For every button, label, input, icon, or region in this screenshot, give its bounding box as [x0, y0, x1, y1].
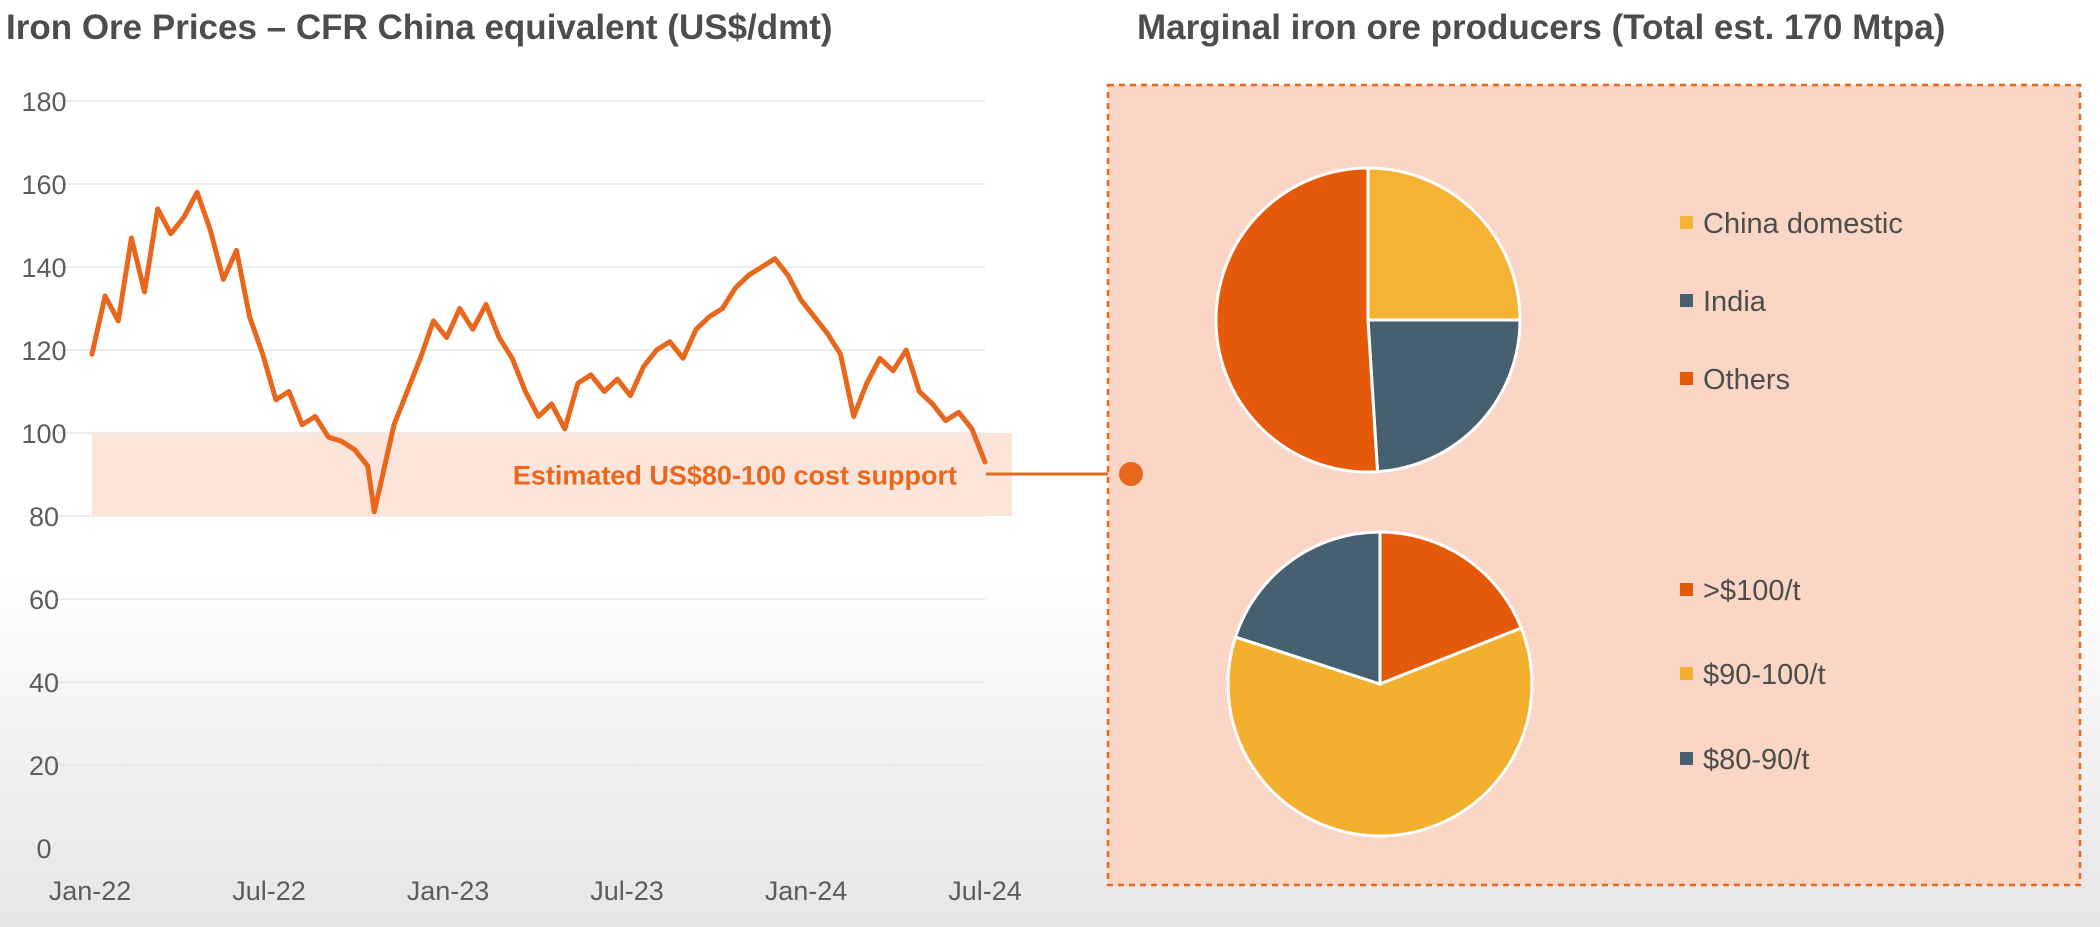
cost-support-band	[92, 433, 1012, 516]
pie-slice	[1214, 166, 1380, 474]
region-legend: China domestic India Others	[1680, 208, 1903, 396]
legend-swatch	[1680, 372, 1693, 385]
legend-swatch	[1680, 216, 1693, 229]
cost-support-label: Estimated US$80-100 cost support	[513, 461, 957, 491]
y-tick-label: 40	[29, 668, 59, 698]
x-tick-label: Jan-23	[407, 876, 490, 906]
pie-slice	[1226, 626, 1534, 838]
x-tick-label: Jul-23	[590, 876, 664, 906]
legend-swatch	[1680, 583, 1693, 596]
legend-swatch	[1680, 752, 1693, 765]
legend-swatch	[1680, 667, 1693, 680]
y-tick-label: 100	[21, 419, 66, 449]
legend-label: India	[1703, 286, 1767, 318]
y-tick-label: 120	[21, 336, 66, 366]
legend-label: $90-100/t	[1703, 659, 1826, 691]
legend-label: China domestic	[1703, 208, 1903, 240]
legend-label: >$100/t	[1703, 575, 1801, 607]
y-tick-label: 60	[29, 585, 59, 615]
y-tick-label: 0	[36, 834, 51, 864]
cost-legend: >$100/t $90-100/t $80-90/t	[1680, 575, 1826, 776]
iron-ore-price-line	[89, 189, 988, 515]
y-tick-label: 80	[29, 502, 59, 532]
legend-label: $80-90/t	[1703, 744, 1809, 776]
pie-slice	[1366, 318, 1522, 474]
pie-slice	[1366, 166, 1522, 322]
x-tick-label: Jan-24	[765, 876, 848, 906]
x-tick-label: Jan-22	[49, 876, 132, 906]
pie-slice	[1233, 530, 1382, 687]
producers-by-cost-pie	[1226, 530, 1534, 838]
x-tick-label: Jul-24	[948, 876, 1022, 906]
y-tick-label: 20	[29, 751, 59, 781]
x-axis-ticks: Jan-22 Jul-22 Jan-23 Jul-23 Jan-24 Jul-24	[49, 876, 1022, 906]
line-chart-title: Iron Ore Prices – CFR China equivalent (…	[6, 8, 833, 47]
y-axis-ticks: 0 20 40 60 80 100 120 140 160 180	[21, 87, 66, 864]
pie-panel-title: Marginal iron ore producers (Total est. …	[1137, 8, 1946, 47]
legend-label: Others	[1703, 364, 1790, 396]
y-tick-label: 180	[21, 87, 66, 117]
y-tick-label: 140	[21, 253, 66, 283]
x-tick-label: Jul-22	[232, 876, 306, 906]
y-tick-label: 160	[21, 170, 66, 200]
legend-swatch	[1680, 294, 1693, 307]
producers-by-region-pie	[1214, 166, 1522, 474]
pie-slice	[1378, 530, 1524, 687]
connector-dot	[1119, 462, 1143, 486]
